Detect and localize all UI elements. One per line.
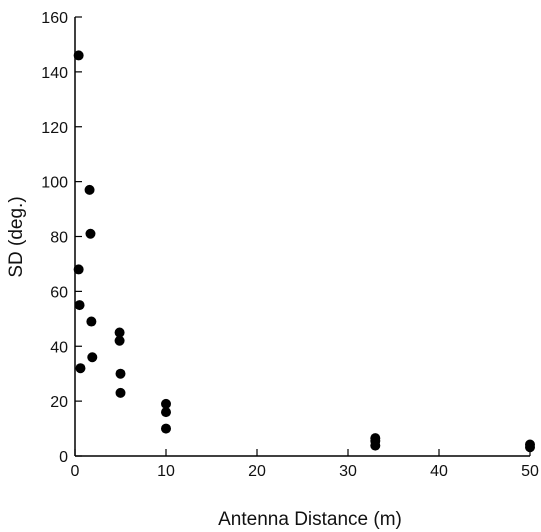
y-tick-label: 20 [50, 394, 68, 411]
data-point [161, 423, 171, 434]
data-point [84, 184, 95, 195]
data-point [87, 352, 98, 363]
data-point [370, 440, 381, 451]
y-tick-label: 60 [50, 284, 68, 301]
tick-labels: 0 20 40 60 80 100 120 140 160 0 10 20 30 40 50 [41, 10, 539, 480]
x-tick-label: 20 [248, 463, 266, 480]
axes [74, 17, 530, 457]
data-point [115, 387, 126, 398]
y-tick-label: 100 [41, 175, 68, 192]
y-tick-label: 80 [50, 230, 68, 247]
y-tick-label: 140 [41, 65, 68, 82]
data-point [73, 50, 84, 61]
y-tick-label: 0 [59, 449, 68, 466]
data-point [74, 300, 85, 311]
data-point [73, 264, 84, 275]
data-point [114, 335, 125, 346]
data-point [85, 228, 96, 239]
data-point [114, 327, 125, 338]
x-tick-label: 50 [521, 463, 539, 480]
data-points [73, 50, 535, 453]
y-tick-label: 40 [50, 339, 68, 356]
x-tick-label: 40 [430, 463, 448, 480]
data-point [86, 316, 97, 327]
data-point [115, 368, 126, 379]
tick-marks [74, 16, 531, 457]
y-axis-title: SD (deg.) [6, 196, 27, 277]
x-tick-label: 30 [339, 463, 357, 480]
data-point [525, 442, 535, 453]
y-tick-label: 160 [41, 10, 68, 27]
x-axis-title: Antenna Distance (m) [218, 509, 402, 530]
x-tick-label: 10 [157, 463, 175, 480]
data-point [161, 398, 171, 409]
data-point [75, 363, 86, 374]
x-tick-label: 0 [71, 463, 80, 480]
y-tick-label: 120 [41, 120, 68, 137]
data-point [161, 407, 171, 418]
